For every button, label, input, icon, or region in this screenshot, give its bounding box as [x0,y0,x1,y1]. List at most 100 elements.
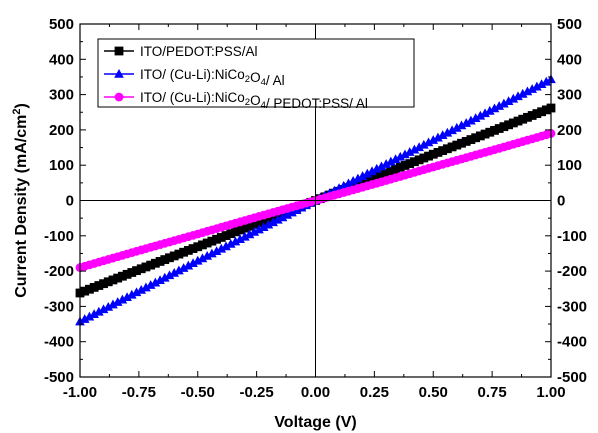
data-point-marker [89,282,99,292]
data-point-marker [513,91,523,101]
legend-item-3: ITO/ (Cu-Li):NiCo2O4/ PEDOT:PSS/ Al [104,90,368,111]
data-point-marker [428,135,439,144]
data-point-marker [198,240,207,250]
data-point-marker [178,263,189,272]
data-point-marker [527,111,537,120]
data-point-marker [410,157,419,167]
data-point-marker [169,267,180,277]
legend: ITO/PEDOT:PSS/Al ITO/ (Cu-Li):NiCo2O4/ Al… [97,38,415,111]
data-point-marker [179,247,189,257]
y-tick-label-left: 200 [49,122,74,139]
x-tick-label: 0.50 [419,384,448,401]
y-tick-label-right: 100 [557,157,582,174]
data-point-marker [523,112,532,122]
legend-label: ITO/ (Cu-Li):NiCo2O4/ Al [140,67,285,88]
data-point-marker [122,269,132,279]
data-point-marker [480,129,490,139]
x-axis-title: Voltage (V) [274,414,356,431]
data-point-marker [221,231,231,240]
data-point-marker [117,294,128,304]
data-point-marker [343,178,354,188]
series-2 [75,74,556,326]
y-tick-label-right: 400 [557,51,582,68]
data-point-marker [216,233,226,242]
data-point-marker [169,251,179,261]
data-point-marker [386,166,396,176]
data-point-marker [536,79,547,89]
x-tick-label: 0.25 [360,384,389,401]
data-point-marker [99,279,108,289]
data-point-marker [390,154,401,164]
data-point-marker [85,284,94,294]
data-point-marker [183,260,194,270]
data-point-marker [249,219,259,229]
data-point-marker [433,148,443,157]
data-point-marker [188,244,198,253]
data-point-marker [371,163,382,173]
data-point-marker [202,251,213,260]
data-point-marker [438,146,448,155]
data-point-marker [188,258,198,268]
y-tick-label-left: 300 [49,87,74,104]
y-tick-label-left: 0 [66,193,74,210]
x-tick-label: -0.75 [122,384,156,401]
data-point-marker [193,242,203,252]
data-point-marker [358,177,367,187]
data-point-marker [527,84,537,93]
data-point-marker [447,142,457,152]
data-point-marker [136,284,147,294]
legend-swatch-marker [114,46,124,56]
data-point-marker [216,243,227,253]
data-point-marker [508,118,518,128]
data-point-marker [451,122,462,132]
data-point-marker [113,273,123,283]
data-point-marker [141,282,151,292]
data-point-marker [376,161,387,171]
data-point-marker [259,216,269,226]
data-point-marker [230,236,241,246]
legend-swatch-marker [114,68,124,78]
data-point-marker [447,125,457,135]
data-point-marker [103,277,113,287]
data-point-marker [367,166,377,176]
legend-box [97,38,415,108]
data-point-marker [395,162,405,172]
data-point-marker [372,172,382,182]
data-point-marker [433,132,443,142]
data-point-marker [155,275,165,285]
y-tick-label-right: 200 [557,122,582,139]
y-tick-label-left: -300 [44,298,74,315]
y-tick-label-left: -100 [44,228,74,245]
y-axis-title: Current Density (mA/cm2) [11,103,30,298]
x-tick-label: 0.00 [301,384,330,401]
data-point-marker [414,142,424,152]
data-point-marker [287,207,297,217]
data-point-marker [504,120,514,130]
data-point-marker [159,272,170,282]
data-point-marker [145,280,156,289]
data-point-marker [518,114,528,124]
y-tick-label-left: -400 [44,334,74,351]
data-point-marker [414,155,424,165]
y-tick-label-right: 500 [557,16,582,33]
data-point-marker [211,246,222,256]
data-point-marker [164,270,175,280]
data-point-marker [377,170,386,180]
data-point-marker [254,224,264,234]
data-point-marker [367,174,377,183]
data-point-marker [132,266,141,276]
data-point-marker [405,159,415,168]
data-point-marker [160,255,170,264]
data-point-marker [419,153,429,163]
data-point-marker [240,223,250,233]
data-point-marker [489,103,500,113]
data-point-marker [268,217,278,227]
data-point-marker [475,131,485,141]
data-point-marker [362,168,373,178]
data-point-marker [456,120,467,130]
data-point-marker [461,137,471,146]
data-point-marker [89,309,99,319]
x-tick-label: -0.50 [181,384,215,401]
data-point-marker [513,116,523,126]
data-point-marker [150,277,161,287]
